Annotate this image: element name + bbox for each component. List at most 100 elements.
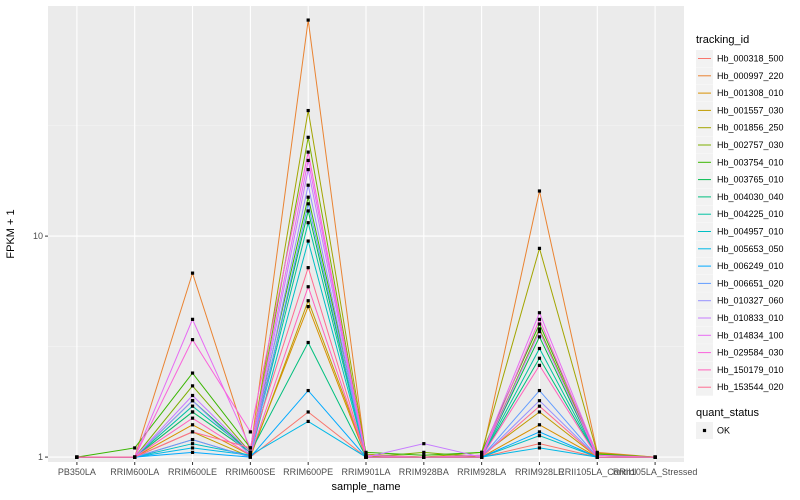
- legend-label-16: Hb_014834_100: [717, 330, 784, 340]
- data-point-Hb_153544_020-8: [537, 404, 542, 408]
- data-point-Hb_029584_030-4: [306, 150, 310, 154]
- data-point-Hb_000318_500-8: [537, 442, 542, 446]
- data-point-Hb_004030_040-4: [306, 340, 310, 345]
- data-point-Hb_002757_030-8: [537, 327, 542, 331]
- legend-label-13: Hb_006651_020: [717, 278, 784, 288]
- data-point-Hb_001308_010-2: [190, 423, 195, 427]
- data-point-Hb_006651_020-4: [306, 202, 310, 206]
- series-points: [75, 18, 657, 459]
- data-point-Hb_014834_100-9: [595, 453, 599, 457]
- data-point-Hb_010327_060-4: [306, 183, 310, 187]
- data-point-Hb_153544_020-1: [133, 455, 137, 459]
- x-tick-label-4: RRIM600PE: [283, 467, 333, 477]
- y-tick-label-1: 10: [33, 231, 43, 241]
- legend-label-3: Hb_001557_030: [717, 105, 784, 115]
- y-axis-title: FPKM + 1: [5, 209, 17, 258]
- data-point-Hb_004030_040-2: [190, 410, 195, 414]
- data-point-Hb_029584_030-8: [537, 317, 542, 321]
- data-point-Hb_014834_100-2: [190, 317, 195, 321]
- x-tick-label-2: RRIM600LE: [168, 467, 217, 477]
- data-point-Hb_153544_020-0: [75, 455, 79, 459]
- data-point-Hb_003754_010-8: [537, 322, 542, 326]
- legend-label-8: Hb_004030_040: [717, 192, 784, 202]
- data-point-Hb_004030_040-8: [537, 356, 542, 360]
- data-point-Hb_001856_250-4: [306, 108, 310, 113]
- data-point-Hb_014834_100-4: [306, 158, 310, 163]
- data-point-Hb_000997_220-4: [306, 18, 310, 22]
- data-point-Hb_006651_020-3: [248, 455, 252, 459]
- legend-label-7: Hb_003765_010: [717, 175, 784, 185]
- x-tick-label-10: RRII105LA_Stressed: [613, 467, 698, 477]
- legend-label-10: Hb_004957_010: [717, 227, 784, 237]
- data-point-Hb_029584_030-2: [190, 338, 195, 342]
- data-point-Hb_150179_010-3: [248, 453, 252, 457]
- legend2-label-0: OK: [717, 426, 730, 436]
- data-point-Hb_006249_010-4: [306, 388, 310, 393]
- data-point-Hb_003754_010-6: [422, 453, 426, 457]
- data-point-Hb_003754_010-7: [480, 450, 484, 454]
- data-point-Hb_010327_060-2: [190, 399, 195, 403]
- data-point-Hb_029584_030-3: [248, 430, 252, 434]
- data-point-Hb_003754_010-5: [364, 450, 368, 454]
- x-axis-title: sample_name: [331, 481, 400, 493]
- data-point-Hb_153544_020-3: [248, 446, 252, 450]
- legend-label-5: Hb_002757_030: [717, 140, 784, 150]
- legend-label-6: Hb_003754_010: [717, 157, 784, 167]
- data-point-Hb_005653_050-8: [537, 446, 542, 450]
- data-point-Hb_010833_010-6: [422, 442, 426, 446]
- data-point-Hb_010833_010-4: [306, 167, 310, 172]
- x-tick-label-3: RRIM600SE: [225, 467, 275, 477]
- data-point-Hb_006249_010-2: [190, 450, 195, 454]
- data-point-Hb_006651_020-8: [537, 388, 542, 393]
- data-point-Hb_010833_010-8: [537, 329, 542, 334]
- x-tick-label-0: PB350LA: [58, 467, 96, 477]
- data-point-Hb_001856_250-8: [537, 246, 542, 250]
- data-point-Hb_153544_020-6: [422, 455, 426, 459]
- data-point-Hb_002757_030-6: [422, 450, 426, 454]
- x-axis-ticks: PB350LA RRIM600LA RRIM600LE RRIM600SE RRIM60…: [58, 462, 697, 477]
- legend-label-9: Hb_004225_010: [717, 209, 784, 219]
- legend-label-0: Hb_000318_500: [717, 54, 784, 64]
- data-point-Hb_001308_010-4: [306, 304, 310, 309]
- data-point-Hb_153544_020-9: [595, 455, 599, 459]
- data-point-Hb_003754_010-4: [306, 195, 310, 199]
- legend-label-1: Hb_000997_220: [717, 71, 784, 81]
- x-tick-label-5: RRIM901LA: [341, 467, 390, 477]
- data-point-Hb_150179_010-4: [306, 285, 310, 289]
- data-point-Hb_153544_020-5: [364, 455, 368, 459]
- x-tick-label-9: RRII105LA_Control: [558, 467, 636, 477]
- data-point-Hb_153544_020-2: [190, 430, 195, 434]
- data-point-Hb_001557_030-8: [537, 410, 542, 414]
- data-point-Hb_003754_010-2: [190, 371, 195, 375]
- data-point-Hb_006249_010-8: [537, 430, 542, 434]
- data-point-Hb_002757_030-2: [190, 384, 195, 388]
- legend-label-15: Hb_010833_010: [717, 313, 784, 323]
- data-point-Hb_014834_100-7: [480, 453, 484, 457]
- data-point-Hb_150179_010-2: [190, 416, 195, 420]
- data-point-Hb_003765_010-4: [306, 209, 310, 213]
- data-point-Hb_004225_010-8: [537, 346, 542, 351]
- data-point-Hb_153544_020-4: [306, 266, 310, 270]
- legend-label-12: Hb_006249_010: [717, 261, 784, 271]
- data-point-Hb_000997_220-2: [190, 271, 195, 275]
- data-point-Hb_153544_020-10: [653, 455, 657, 459]
- x-tick-label-8: RRIM928LE: [515, 467, 564, 477]
- data-point-Hb_000997_220-8: [537, 189, 542, 193]
- data-point-Hb_004225_010-2: [190, 404, 195, 408]
- data-point-Hb_004957_010-8: [537, 434, 542, 438]
- data-point-Hb_153544_020-7: [480, 455, 484, 459]
- data-point-Hb_001308_010-8: [537, 423, 542, 427]
- legend-label-17: Hb_029584_030: [717, 348, 784, 358]
- legend-label-19: Hb_153544_020: [717, 382, 784, 392]
- data-point-Hb_010833_010-3: [248, 450, 252, 454]
- legend2-title: quant_status: [696, 407, 759, 419]
- data-point-Hb_000318_500-4: [306, 410, 310, 414]
- data-point-Hb_001557_030-4: [306, 299, 310, 303]
- legend-label-18: Hb_150179_010: [717, 365, 784, 375]
- legend-label-4: Hb_001856_250: [717, 123, 784, 133]
- data-point-Hb_005653_050-4: [306, 419, 310, 424]
- data-point-Hb_003754_010-1: [133, 446, 137, 450]
- data-point-Hb_014834_100-8: [537, 311, 542, 315]
- legend-label-2: Hb_001308_010: [717, 88, 784, 98]
